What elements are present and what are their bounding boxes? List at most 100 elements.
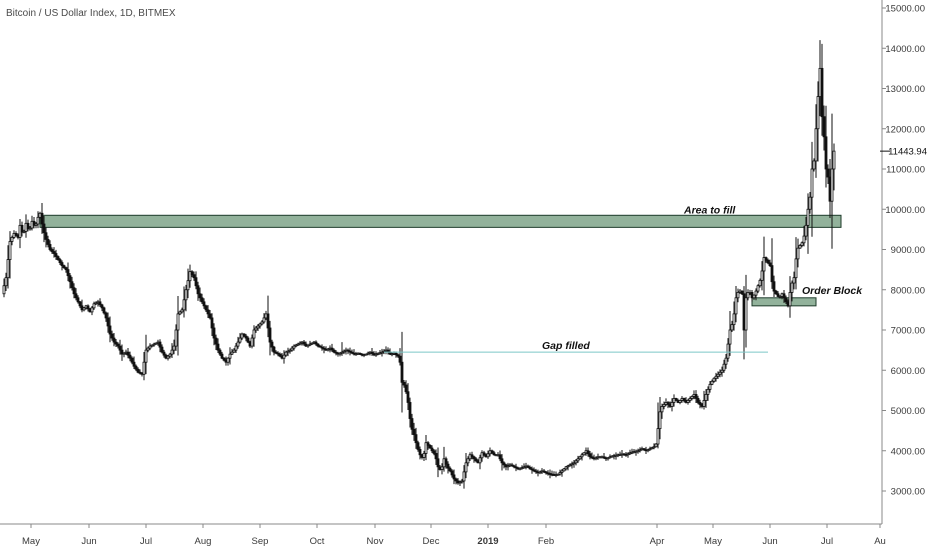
candle-body	[134, 365, 138, 370]
y-tick-label: 14000.00	[885, 44, 925, 55]
candle-body	[320, 346, 324, 349]
candle-body	[132, 361, 136, 367]
candle-body	[416, 442, 420, 450]
candle-body	[446, 463, 450, 469]
candle-body	[574, 460, 578, 464]
order-block-label: Order Block	[802, 285, 863, 297]
candle-body	[94, 302, 98, 305]
y-tick-label: 6000.00	[891, 366, 925, 377]
candle-body	[322, 347, 326, 350]
candle-body	[648, 448, 652, 451]
candle-body	[346, 349, 350, 352]
candle-body	[404, 384, 408, 393]
candle-body	[200, 297, 204, 303]
candle-body	[104, 312, 108, 319]
area-to-fill-label: Area to fill	[683, 204, 736, 216]
candle-body	[490, 450, 494, 454]
candle-body	[406, 391, 410, 403]
candle-body	[68, 275, 72, 283]
candle-body	[454, 478, 458, 482]
x-tick-label: Nov	[367, 536, 384, 547]
candle-body	[326, 348, 330, 351]
candle-body	[318, 345, 322, 348]
candle-body	[72, 287, 76, 295]
candle-body	[502, 462, 506, 466]
candle-body	[482, 452, 486, 456]
candle-body	[712, 377, 716, 382]
candle-body	[586, 450, 590, 455]
y-tick-label: 7000.00	[891, 326, 925, 337]
candle-body	[36, 216, 40, 225]
candle-body	[670, 402, 674, 407]
candle-body	[816, 96, 820, 130]
candle-body	[704, 393, 708, 401]
candle-body	[470, 454, 474, 458]
candle-body	[108, 325, 112, 335]
candle-body	[660, 406, 664, 413]
x-tick-label: May	[704, 536, 722, 547]
candle-body	[272, 346, 276, 353]
candle-body	[364, 353, 368, 356]
candle-body	[54, 253, 58, 257]
candle-body	[426, 442, 430, 446]
candle-body	[70, 281, 74, 289]
candle-body	[340, 351, 344, 354]
candle-body	[746, 292, 750, 299]
candle-body	[478, 457, 482, 464]
candle-body	[146, 347, 150, 351]
candle-body	[162, 351, 166, 356]
candle-body	[436, 458, 440, 468]
candle-body	[626, 453, 630, 456]
x-tick-label: Jul	[821, 536, 833, 547]
candle-body	[576, 458, 580, 462]
candle-body	[150, 344, 154, 347]
candle-body	[682, 398, 686, 401]
candle-body	[366, 352, 370, 355]
candle-body	[782, 293, 786, 299]
candle-body	[588, 453, 592, 458]
candle-body	[638, 449, 642, 452]
candle-body	[400, 361, 404, 383]
candle-body	[688, 398, 692, 401]
candle-body	[262, 317, 266, 323]
y-tick-label: 13000.00	[885, 84, 925, 95]
candle-body	[512, 465, 516, 468]
candle-body	[270, 341, 274, 348]
candle-body	[78, 301, 82, 307]
candle-body	[652, 446, 656, 449]
candle-body	[260, 321, 264, 325]
candle-body	[730, 324, 734, 331]
candle-body	[492, 452, 496, 456]
candle-body	[702, 400, 706, 407]
candle-body	[678, 400, 682, 403]
candle-body	[656, 428, 660, 445]
candle-body	[82, 307, 86, 311]
candle-body	[558, 472, 562, 475]
candle-body	[690, 396, 694, 399]
candle-body	[208, 313, 212, 319]
candle-body	[752, 294, 756, 299]
candle-body	[114, 341, 118, 345]
candle-body	[44, 232, 48, 240]
candle-body	[56, 256, 60, 260]
candle-body	[534, 470, 538, 473]
candle-body	[26, 222, 30, 230]
candle-body	[40, 212, 44, 225]
x-tick-label: 2019	[477, 536, 498, 547]
candle-body	[808, 196, 812, 210]
candle-body	[34, 223, 38, 226]
candle-body	[168, 353, 172, 357]
candle-body	[306, 344, 310, 347]
candle-body	[216, 343, 220, 351]
candle-body	[118, 345, 122, 351]
candle-body	[250, 337, 254, 347]
candle-body	[102, 307, 106, 314]
candle-body	[440, 466, 444, 470]
candle-body	[778, 296, 782, 298]
candle-body	[744, 297, 748, 331]
candle-body	[160, 346, 164, 353]
candle-body	[342, 350, 346, 353]
candle-body	[556, 473, 560, 476]
